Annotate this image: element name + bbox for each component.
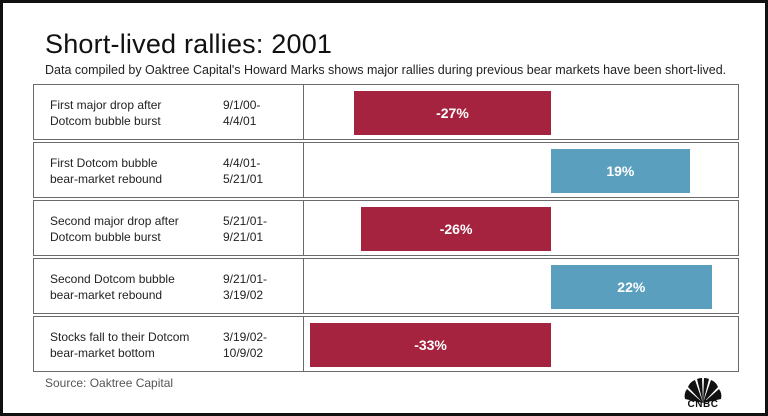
bar-value-label: 19% — [606, 163, 635, 179]
row-divider — [303, 143, 304, 197]
negative-bar: -33% — [310, 323, 551, 367]
cnbc-logo-text: CNBC — [687, 399, 719, 410]
cnbc-peacock-icon — [684, 377, 722, 403]
row-date-end: 3/19/02 — [223, 288, 264, 302]
row-date-start: 4/4/01- — [223, 156, 261, 170]
row-description-line1: First Dotcom bubble — [50, 156, 158, 170]
table-row: Second major drop after Dotcom bubble bur… — [33, 200, 739, 256]
row-description-line1: Second Dotcom bubble — [50, 272, 175, 286]
row-date-range: 3/19/02- 10/9/02 — [223, 329, 293, 361]
row-date-range: 9/1/00- 4/4/01 — [223, 97, 293, 129]
bar-value-label: 22% — [617, 279, 646, 295]
row-description: First Dotcom bubble bear-market rebound — [50, 155, 220, 187]
row-description-line1: Second major drop after — [50, 214, 179, 228]
row-description: Stocks fall to their Dotcom bear-market b… — [50, 329, 220, 361]
positive-bar: 22% — [551, 265, 712, 309]
row-date-end: 4/4/01 — [223, 114, 257, 128]
row-divider — [303, 85, 304, 139]
row-date-range: 5/21/01- 9/21/01 — [223, 213, 293, 245]
row-date-start: 5/21/01- — [223, 214, 268, 228]
row-date-end: 5/21/01 — [223, 172, 264, 186]
table-row: Second Dotcom bubble bear-market rebound 9… — [33, 258, 739, 314]
table-row: Stocks fall to their Dotcom bear-market b… — [33, 316, 739, 372]
row-date-start: 3/19/02- — [223, 330, 268, 344]
row-date-range: 9/21/01- 3/19/02 — [223, 271, 293, 303]
row-date-start: 9/21/01- — [223, 272, 268, 286]
source-note: Source: Oaktree Capital — [45, 376, 174, 390]
bar-value-label: -26% — [439, 221, 473, 237]
positive-bar: 19% — [551, 149, 690, 193]
table-row: First Dotcom bubble bear-market rebound 4/… — [33, 142, 739, 198]
row-description-line2: Dotcom bubble burst — [50, 114, 161, 128]
table-row: First major drop after Dotcom bubble burs… — [33, 84, 739, 140]
row-description-line2: bear-market bottom — [50, 346, 155, 360]
row-date-end: 10/9/02 — [223, 346, 264, 360]
row-description-line2: bear-market rebound — [50, 172, 163, 186]
row-description-line2: Dotcom bubble burst — [50, 230, 161, 244]
row-description: Second major drop after Dotcom bubble bur… — [50, 213, 220, 245]
bar-value-label: -27% — [436, 105, 469, 121]
row-date-end: 9/21/01 — [223, 230, 264, 244]
bar-value-label: -33% — [414, 337, 447, 353]
negative-bar: -27% — [353, 91, 551, 135]
chart-title: Short-lived rallies: 2001 — [45, 29, 333, 59]
row-description-line1: Stocks fall to their Dotcom — [50, 330, 190, 344]
row-divider — [303, 201, 304, 255]
row-description-line1: First major drop after — [50, 98, 162, 112]
row-divider — [303, 259, 304, 313]
chart-subtitle: Data compiled by Oaktree Capital's Howar… — [45, 63, 727, 77]
row-description: First major drop after Dotcom bubble burs… — [50, 97, 220, 129]
row-divider — [303, 317, 304, 371]
row-description-line2: bear-market rebound — [50, 288, 163, 302]
negative-bar: -26% — [361, 207, 551, 251]
row-description: Second Dotcom bubble bear-market rebound — [50, 271, 220, 303]
row-date-start: 9/1/00- — [223, 98, 261, 112]
row-date-range: 4/4/01- 5/21/01 — [223, 155, 293, 187]
